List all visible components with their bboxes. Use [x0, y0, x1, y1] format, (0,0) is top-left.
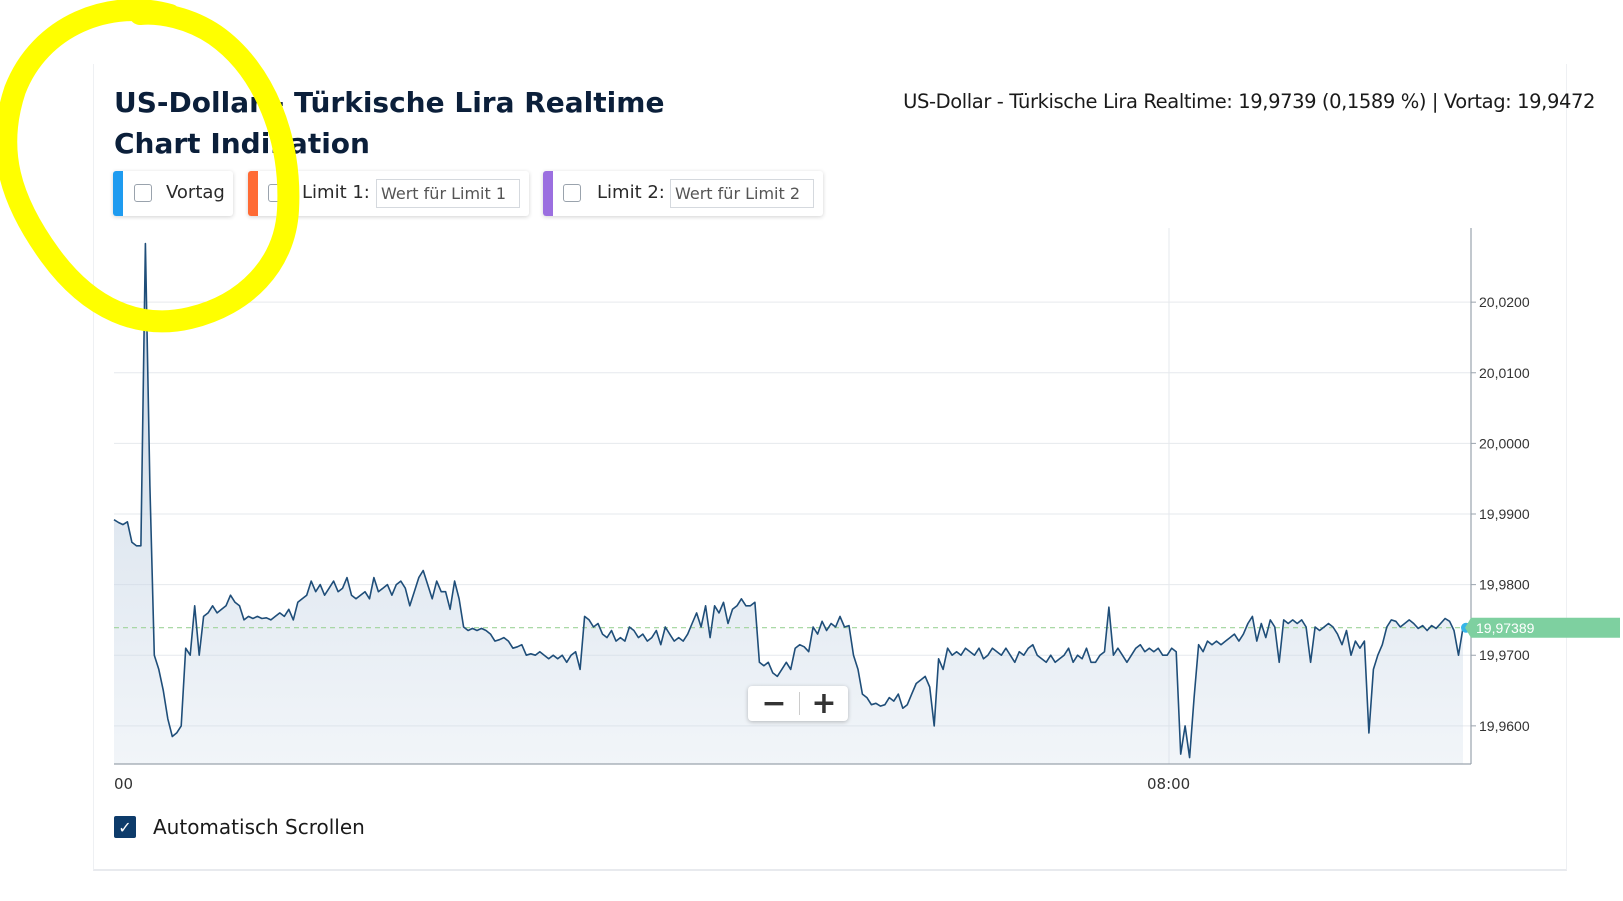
auto-scroll-control[interactable]: ✓ Automatisch Scrollen [114, 815, 365, 839]
limit1-label: Limit 1: [302, 182, 370, 203]
zoom-control: − + [748, 686, 848, 721]
limit2-checkbox[interactable] [563, 184, 581, 202]
y-tick-label: 19,9600 [1479, 718, 1530, 734]
current-value-badge [1465, 617, 1620, 638]
realtime-quote: US-Dollar - Türkische Lira Realtime: 19,… [903, 90, 1595, 113]
y-tick-label: 20,0200 [1479, 294, 1530, 310]
current-value-label: 19,97389 [1476, 620, 1535, 636]
price-line [113, 242, 1464, 759]
limit2-control: Limit 2: [543, 171, 823, 216]
y-tick-label: 19,9900 [1479, 506, 1530, 522]
y-tick-label: 20,0100 [1479, 365, 1530, 381]
x-tick-label: 08:00 [1147, 775, 1190, 793]
y-tick-label: 20,0000 [1479, 435, 1530, 451]
limit1-input[interactable] [376, 179, 520, 208]
zoom-out-button[interactable]: − [761, 685, 787, 721]
y-tick-label: 19,9800 [1479, 577, 1530, 593]
auto-scroll-checkbox[interactable]: ✓ [114, 816, 136, 838]
y-tick-label: 19,9700 [1479, 647, 1530, 663]
price-area [114, 243, 1463, 764]
limit2-label: Limit 2: [597, 182, 665, 203]
zoom-in-button[interactable]: + [811, 685, 837, 721]
limit2-color-bar [543, 171, 553, 216]
x-tick-label: 00 [114, 775, 133, 793]
limit2-input[interactable] [670, 179, 814, 208]
auto-scroll-label: Automatisch Scrollen [153, 815, 365, 839]
zoom-separator [799, 692, 800, 715]
